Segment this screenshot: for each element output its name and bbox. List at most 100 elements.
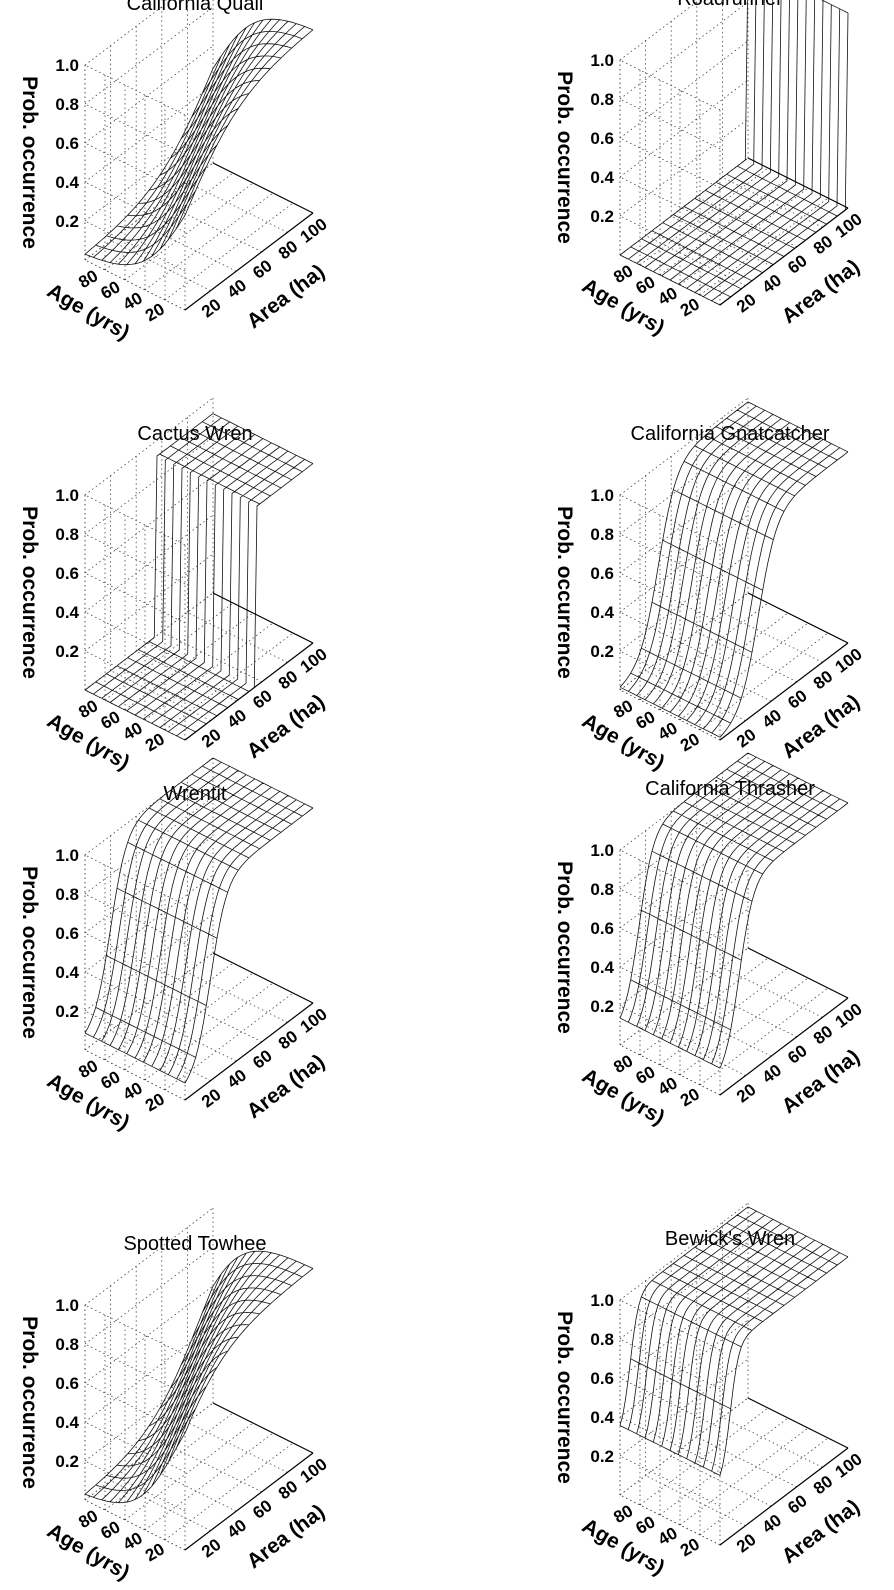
gridline [84,572,186,624]
z-tick-label: 0.2 [590,1447,614,1466]
gridline [659,612,789,711]
gridline [84,1049,186,1101]
z-tick-label: 0.8 [55,885,79,904]
z-tick-label: 0.2 [55,212,79,231]
z-tick-label: 0.8 [590,880,614,899]
z-tick-label: 1.0 [590,841,614,860]
area-tick-label: 60 [784,251,811,278]
surface-mesh [619,1206,849,1476]
area-tick-label: 100 [832,1449,866,1481]
gridline [84,1246,214,1345]
gridline [136,1010,237,1062]
chart-panel: Bewick's Wren 0.2 0.4 0.6 0.8 1.0 Prob. occurr… [553,1202,866,1580]
gridline [84,64,186,116]
area-tick-label: 40 [759,1511,786,1538]
gridline [619,572,721,624]
chart-title: Roadrunner [677,0,783,10]
area-tick-label: 100 [832,999,866,1031]
area-tick-label: 40 [224,1066,251,1093]
area-tick-label: 60 [249,256,276,283]
chart-title: Spotted Towhee [123,1233,266,1255]
area-tick-label: 40 [759,271,786,298]
gridline [144,1432,274,1531]
axis-line [212,592,314,644]
z-tick-label: 0.6 [590,564,614,583]
chart-title: California Quail [127,0,264,15]
gridline [84,6,214,105]
axis-line [747,157,849,209]
age-tick-label: 20 [677,1534,703,1560]
z-tick-label: 0.4 [590,168,614,187]
gridline [161,631,262,683]
area-tick-label: 40 [224,1516,251,1543]
gridline [187,612,288,663]
gridline [110,240,211,291]
z-tick-label: 0.6 [55,924,79,943]
area-tick-label: 40 [224,706,251,733]
z-tick-label: 1.0 [55,846,79,865]
gridline [619,118,749,217]
gridline [136,220,237,272]
z-axis-label: Prob. occurrence [553,71,576,244]
gridline [619,1416,721,1468]
gridline [84,162,214,261]
area-tick-label: 80 [275,667,302,694]
chart-title: Bewick's Wren [665,1228,795,1250]
axis-line [184,212,314,311]
age-tick-label: 20 [142,299,168,325]
gridline [619,966,721,1018]
z-axis-label: Prob. occurrence [553,1311,576,1484]
age-tick-label: 20 [677,294,703,320]
z-axis-label: Prob. occurrence [18,506,41,679]
gridline [659,1417,789,1516]
area-tick-label: 60 [784,1041,811,1068]
gridline [124,182,254,281]
gridline [619,1455,721,1507]
gridline [619,40,749,139]
gridline [84,397,214,496]
gridline [84,553,214,652]
area-tick-label: 100 [297,644,331,676]
gridline [619,397,749,496]
chart-panel: Spotted Towhee 0.2 0.4 0.6 0.8 1.0 Prob. occur… [18,1207,331,1585]
gridline [84,181,186,233]
chart-panel: California Gnatcatcher0.20.40.60.81.0Pro… [553,397,866,775]
gridline [619,137,721,189]
z-axis-label: Prob. occurrence [18,1316,41,1489]
gridline [645,670,746,721]
gridline [619,830,749,929]
z-tick-label: 1.0 [55,56,79,75]
gridline [84,1499,186,1551]
chart-title: Wrentit [164,783,227,805]
gridline [84,162,214,261]
gridline [84,533,186,585]
gridline [84,514,214,613]
gridline [671,650,772,702]
gridline [619,1299,721,1351]
z-tick-label: 0.2 [55,642,79,661]
age-tick-label: 20 [677,729,703,755]
area-tick-label: 60 [249,686,276,713]
axis-line [719,207,849,306]
gridline [84,874,214,973]
gridline [619,1377,721,1429]
gridline [619,1241,749,1340]
axis-line [184,1002,314,1101]
chart-panel: Roadrunner 0.2 0.4 0.6 0.8 1.0 Prob. occurrenc… [553,0,866,340]
z-tick-label: 0.2 [590,642,614,661]
chart-panel: Cactus Wren 0.2 0.4 0.6 0.8 1.0 Prob. occurren… [18,397,331,775]
area-tick-label: 20 [733,1530,760,1557]
area-tick-label: 20 [733,1080,760,1107]
gridline [696,1436,797,1488]
gridline [619,1,749,100]
gridline [84,1207,214,1306]
area-tick-label: 40 [759,1061,786,1088]
z-axis-label: Prob. occurrence [553,506,576,679]
z-tick-label: 0.4 [55,1413,79,1432]
gridline [84,123,214,222]
surface-mesh [84,1250,314,1504]
z-tick-label: 0.4 [55,963,79,982]
gridline [84,1382,186,1434]
surface-mesh [84,757,314,1084]
